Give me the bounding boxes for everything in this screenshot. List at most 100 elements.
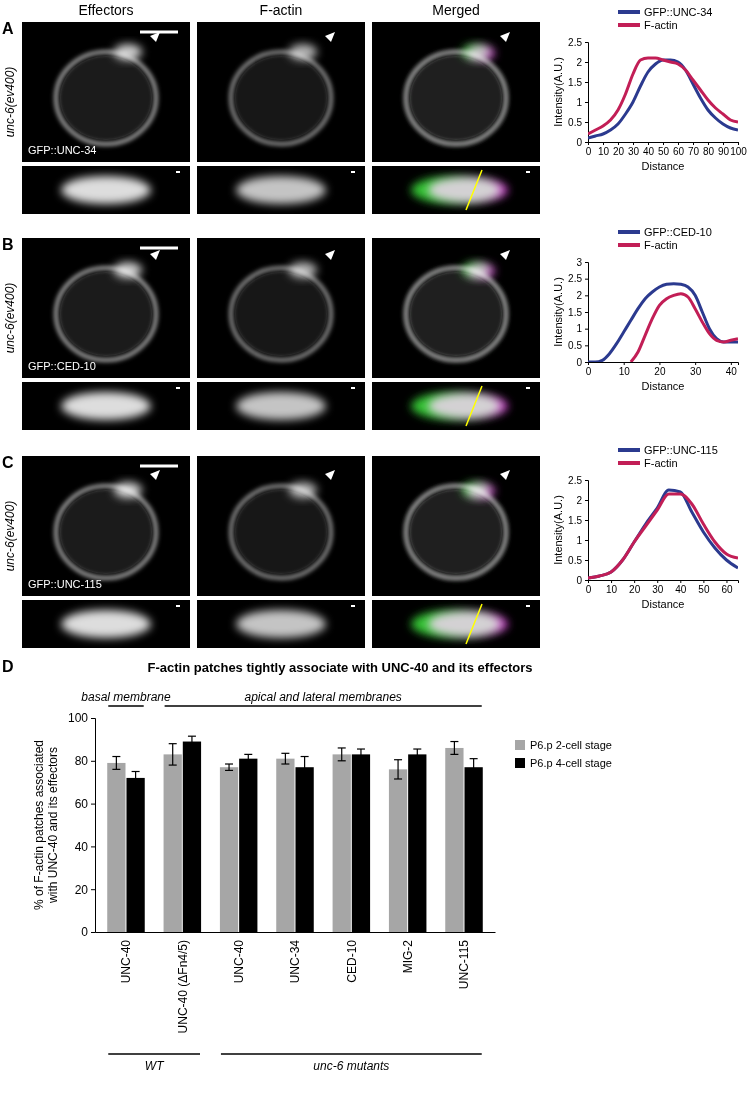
tick-mark	[585, 62, 588, 63]
tick-label: 2	[576, 290, 582, 301]
image-background	[372, 600, 540, 648]
error-bar-cap	[281, 753, 289, 754]
scale-bar	[140, 31, 178, 34]
error-bar-cap	[413, 759, 421, 760]
tick-mark	[585, 295, 588, 296]
micrograph-zoom	[22, 382, 190, 430]
image-background	[22, 238, 190, 378]
tick: 2	[576, 495, 588, 506]
error-bar-cap	[169, 764, 177, 765]
tick-mark	[585, 42, 588, 43]
y-axis: 00.511.522.5	[568, 475, 588, 586]
tick: 1.5	[568, 307, 588, 318]
tick-mark	[738, 142, 739, 145]
y-axis-title: Intensity(A.U.)	[552, 495, 564, 565]
arrowhead	[500, 250, 510, 260]
image-background	[197, 600, 365, 648]
cell-body	[410, 56, 502, 140]
zoom-patch	[428, 611, 508, 637]
error-bar-cap	[244, 762, 252, 763]
zoom-patch	[236, 392, 326, 420]
figure: EffectorsF-actinMergedAunc-6(ev400)GFP::…	[0, 0, 748, 1099]
x-axis-title: Distance	[642, 598, 685, 610]
profile-line	[466, 386, 482, 426]
tick: UNC-34	[288, 932, 302, 983]
cell-outline	[56, 486, 156, 578]
tick-label: CED-10	[345, 940, 359, 983]
genotype-label: unc-6(ev400)	[3, 67, 17, 138]
error-bar	[225, 764, 233, 770]
tick-label: 20	[629, 584, 641, 595]
span-bracket	[108, 705, 143, 707]
legend-label: GFP::UNC-115	[644, 444, 718, 456]
axis-line	[585, 263, 589, 363]
tick-label: 30	[628, 146, 640, 157]
cell-body	[60, 56, 152, 140]
tick-mark	[618, 142, 619, 145]
scale-bar	[176, 605, 180, 607]
error-bar-cap	[132, 771, 140, 772]
tick-mark	[91, 932, 95, 933]
cell-body	[410, 272, 502, 356]
tick: CED-10	[345, 932, 359, 983]
tick-label: 0	[576, 575, 582, 586]
micrograph-zoom	[22, 600, 190, 648]
micrograph-zoom	[372, 166, 540, 214]
tick-label: 1.5	[568, 515, 582, 526]
panel-label: B	[2, 236, 14, 253]
series-line	[588, 490, 738, 578]
reporter-label: GFP::UNC-34	[28, 144, 96, 156]
column-header: Effectors	[79, 2, 134, 18]
column-header: Merged	[432, 2, 479, 18]
tick: 20	[613, 142, 625, 157]
y-axis-title: % of F-actin patches associatedwith UNC-…	[32, 740, 60, 910]
genotype-label: unc-6(ev400)	[3, 283, 17, 354]
tick: 2.5	[568, 273, 588, 284]
image-background	[22, 22, 190, 162]
tick-label: 0	[81, 925, 88, 939]
tick: 0	[586, 142, 592, 157]
tick: 0.5	[568, 117, 588, 128]
tick-label: 0.5	[568, 340, 582, 351]
tick-label: 2	[576, 57, 582, 68]
tick: UNC-40 (ΔFn4/5)	[176, 932, 190, 1033]
tick-label: 2.5	[568, 475, 582, 486]
legend-label: F-actin	[644, 239, 678, 251]
tick-label: 0	[576, 357, 582, 368]
tick: 2	[576, 290, 588, 301]
y-axis: 00.511.522.5	[568, 37, 588, 148]
actin-patch	[114, 44, 142, 60]
micrograph-zoom	[197, 600, 365, 648]
tick: 10	[598, 142, 610, 157]
error-bar-stem	[285, 753, 286, 764]
tick: 0	[576, 575, 588, 586]
tick-label: 2	[576, 495, 582, 506]
tick-mark	[585, 520, 588, 521]
tick: 30	[628, 142, 640, 157]
scale-bar	[140, 465, 178, 468]
actin-patch	[114, 262, 142, 278]
bar	[126, 778, 144, 932]
cell-outline	[231, 52, 331, 144]
tick: 20	[654, 362, 666, 377]
error-bar-stem	[304, 757, 305, 778]
cell-outline	[406, 52, 506, 144]
error-bar-cap	[357, 759, 365, 760]
tick-mark	[585, 329, 588, 330]
tick: 2.5	[568, 37, 588, 48]
tick: 0	[586, 362, 592, 377]
legend-swatch	[618, 448, 640, 452]
plot-area	[588, 490, 738, 578]
error-bar	[450, 742, 458, 755]
tick-mark	[611, 580, 612, 583]
legend-label: P6.p 2-cell stage	[530, 739, 612, 751]
actin-patch	[114, 482, 142, 498]
tick: 20	[75, 883, 95, 897]
column-header: F-actin	[260, 2, 303, 18]
profile-line	[466, 604, 482, 644]
tick-mark	[91, 846, 95, 847]
span-label: WT	[145, 1059, 165, 1073]
cell-outline	[231, 486, 331, 578]
bar	[464, 767, 482, 932]
tick-mark	[91, 804, 95, 805]
